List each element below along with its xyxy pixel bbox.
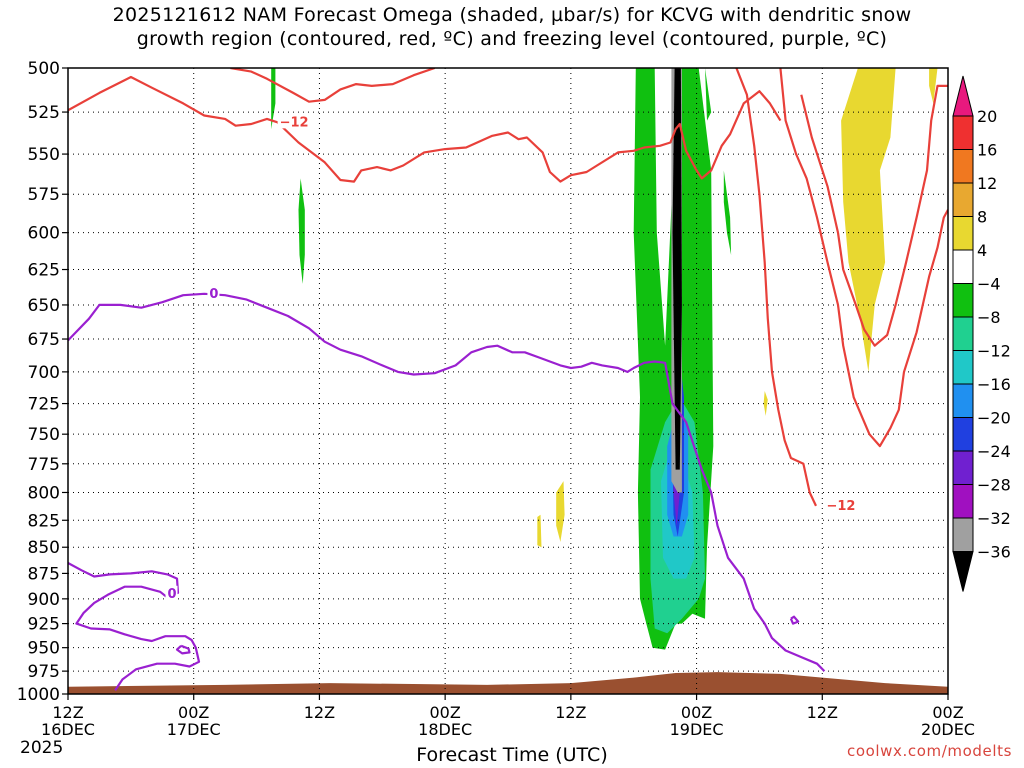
colorbar-label-5: −4 (977, 275, 1001, 294)
colorbar-segment-8 (952, 383, 974, 418)
colorbar-segment-9 (952, 417, 974, 452)
y-tick-label-2: 550 (28, 145, 60, 165)
x-tick-label-2: 12Z (304, 703, 335, 722)
x-year-label: 2025 (20, 738, 64, 758)
terrain (68, 672, 948, 694)
y-tick-label-14: 850 (28, 538, 60, 558)
y-tick-label-12: 800 (28, 483, 60, 503)
colorbar-segment-10 (952, 450, 974, 485)
colorbar-segment-4 (952, 249, 974, 284)
y-tick-label-11: 775 (28, 455, 60, 475)
colorbar-segment-3 (952, 216, 974, 251)
plot-area: −12 −12 0 0 (68, 68, 948, 694)
contour-line-4 (800, 84, 948, 347)
colorbar-label-1: 16 (977, 141, 997, 160)
colorbar-label-6: −8 (977, 308, 1001, 327)
contour-line-3 (735, 68, 817, 507)
y-tick-label-20: 1000 (17, 685, 60, 705)
contour-label-3: −12 (826, 499, 855, 514)
x-tick-sublabel-5: 19DEC (670, 720, 724, 739)
colorbar-label-9: −20 (977, 409, 1011, 428)
colorbar-bottom-arrow (952, 551, 974, 592)
x-tick-label-1: 00Z (178, 703, 209, 722)
omega-region-13 (537, 514, 542, 548)
chart-title-line1: 2025121612 NAM Forecast Omega (shaded, µ… (112, 4, 912, 26)
contour-line-1 (230, 68, 436, 103)
colorbar-label-7: −12 (977, 342, 1011, 361)
chart-title-line2: growth region (contoured, red, ºC) and f… (136, 28, 888, 50)
colorbar-label-10: −24 (977, 442, 1011, 461)
y-tick-label-1: 525 (28, 103, 60, 123)
x-tick-sublabel-1: 17DEC (167, 720, 221, 739)
colorbar-top-arrow (952, 75, 974, 117)
y-tick-label-15: 875 (28, 564, 60, 584)
x-tick-label-7: 00Z (932, 703, 963, 722)
y-tick-label-5: 625 (28, 261, 60, 281)
omega-region-14 (841, 68, 896, 372)
colorbar-label-11: −28 (977, 476, 1011, 495)
credit-link[interactable]: coolwx.com/modelts (847, 742, 1012, 760)
y-tick-label-13: 825 (28, 511, 60, 531)
x-tick-sublabel-0: 16DEC (41, 720, 95, 739)
omega-region-15 (929, 68, 938, 104)
contour-label-6: 0 (168, 587, 177, 602)
x-tick-label-0: 12Z (52, 703, 83, 722)
contour-label-bg-6 (165, 585, 178, 600)
x-tick-label-4: 12Z (555, 703, 586, 722)
colorbar-segment-2 (952, 182, 974, 217)
y-tick-label-4: 600 (28, 224, 60, 244)
colorbar-segment-11 (952, 484, 974, 519)
colorbar-label-0: 20 (977, 107, 997, 126)
contour-label-bg-0 (277, 114, 306, 129)
y-tick-label-17: 925 (28, 615, 60, 635)
x-axis-label: Forecast Time (UTC) (416, 744, 608, 766)
contour-line-7 (175, 644, 191, 655)
colorbar-segment-1 (952, 149, 974, 184)
contour-label-5: 0 (209, 287, 218, 302)
y-tick-label-3: 575 (28, 185, 60, 205)
omega-region-4 (723, 170, 732, 255)
y-tick-label-6: 650 (28, 296, 60, 316)
plot-frame (67, 67, 949, 695)
y-tick-label-9: 725 (28, 395, 60, 415)
colorbar-segment-5 (952, 283, 974, 318)
contour-line-0 (68, 75, 782, 183)
colorbar-segment-0 (952, 115, 974, 150)
colorbar-label-4: 4 (977, 241, 987, 260)
colorbar-segment-6 (952, 316, 974, 351)
contour-label-0: −12 (280, 115, 309, 130)
x-tick-sublabel-3: 18DEC (418, 720, 472, 739)
contour-label-bg-3 (824, 497, 853, 512)
colorbar-segment-12 (952, 517, 974, 552)
omega-region-12 (556, 481, 565, 542)
colorbar-segment-7 (952, 350, 974, 385)
contour-line-8 (789, 615, 800, 625)
colorbar-label-3: 8 (977, 208, 987, 227)
y-tick-label-19: 975 (28, 662, 60, 682)
contour-line-5 (68, 292, 826, 672)
omega-region-3 (705, 68, 712, 121)
y-tick-label-7: 675 (28, 330, 60, 350)
y-tick-label-10: 750 (28, 425, 60, 445)
contour-label-bg-5 (207, 285, 220, 300)
y-tick-label-0: 500 (28, 59, 60, 79)
x-tick-label-3: 00Z (429, 703, 460, 722)
y-tick-label-8: 700 (28, 363, 60, 383)
x-tick-sublabel-7: 20DEC (921, 720, 975, 739)
omega-region-1 (298, 178, 305, 284)
y-tick-label-18: 950 (28, 639, 60, 659)
x-tick-label-5: 00Z (681, 703, 712, 722)
colorbar-label-8: −16 (977, 375, 1011, 394)
x-tick-label-6: 12Z (807, 703, 838, 722)
omega-region-11 (672, 68, 682, 470)
contour-line-6 (68, 562, 201, 692)
y-tick-label-16: 900 (28, 590, 60, 610)
omega-region-16 (763, 391, 768, 416)
colorbar-label-12: −32 (977, 509, 1011, 528)
colorbar-label-2: 12 (977, 174, 997, 193)
colorbar-label-13: −36 (977, 543, 1011, 562)
contour-line-2 (779, 68, 948, 448)
